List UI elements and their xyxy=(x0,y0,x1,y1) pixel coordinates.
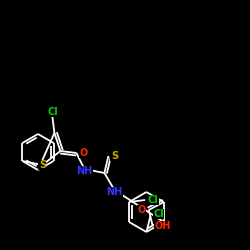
Text: Cl: Cl xyxy=(153,209,164,219)
Text: Cl: Cl xyxy=(47,107,58,117)
Text: S: S xyxy=(39,160,46,170)
Text: O: O xyxy=(138,205,146,215)
Text: O: O xyxy=(79,148,88,158)
Text: OH: OH xyxy=(154,221,171,231)
Text: NH: NH xyxy=(76,166,92,176)
Text: Cl: Cl xyxy=(148,195,158,205)
Text: S: S xyxy=(111,151,118,161)
Text: NH: NH xyxy=(106,187,122,197)
